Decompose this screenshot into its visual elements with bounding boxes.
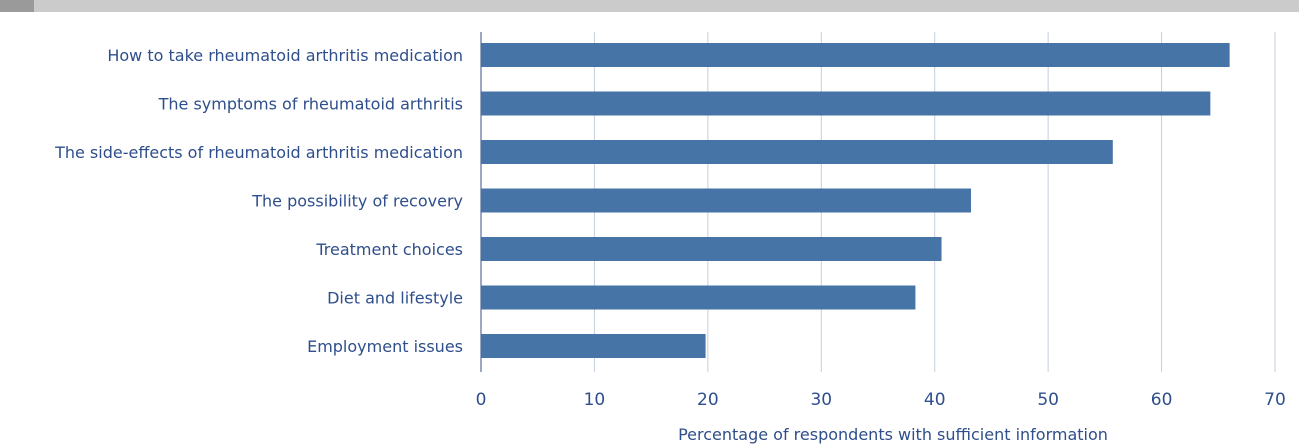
x-axis-label: Percentage of respondents with sufficien… xyxy=(678,425,1108,444)
category-label: The side-effects of rheumatoid arthritis… xyxy=(54,143,463,162)
bar xyxy=(481,91,1211,116)
x-tick-label: 20 xyxy=(697,390,719,410)
x-tick-label: 70 xyxy=(1264,390,1286,410)
x-tick-label: 60 xyxy=(1151,390,1173,410)
bar xyxy=(481,285,916,310)
bar xyxy=(481,334,706,358)
top-banner-bar xyxy=(0,0,1299,12)
category-label: Employment issues xyxy=(307,337,463,356)
category-label: How to take rheumatoid arthritis medicat… xyxy=(107,46,463,65)
category-label: The symptoms of rheumatoid arthritis xyxy=(158,95,463,114)
gridlines xyxy=(480,32,1276,372)
category-label: The possibility of recovery xyxy=(251,192,463,211)
bar xyxy=(481,188,972,213)
bar xyxy=(481,43,1230,67)
top-banner-accent xyxy=(0,0,34,12)
x-tick-label: 10 xyxy=(584,390,606,410)
bar xyxy=(481,237,942,261)
x-tick-label: 30 xyxy=(810,390,832,410)
category-label: Diet and lifestyle xyxy=(327,289,463,308)
bars xyxy=(481,43,1230,358)
x-tick-label: 40 xyxy=(924,390,946,410)
x-tick-label: 50 xyxy=(1037,390,1059,410)
bar xyxy=(481,140,1113,164)
x-tick-labels: 0 10 20 30 40 50 60 70 xyxy=(476,390,1286,410)
x-tick-label: 0 xyxy=(476,390,487,410)
category-label: Treatment choices xyxy=(315,240,463,259)
category-labels: How to take rheumatoid arthritis medicat… xyxy=(54,46,463,356)
